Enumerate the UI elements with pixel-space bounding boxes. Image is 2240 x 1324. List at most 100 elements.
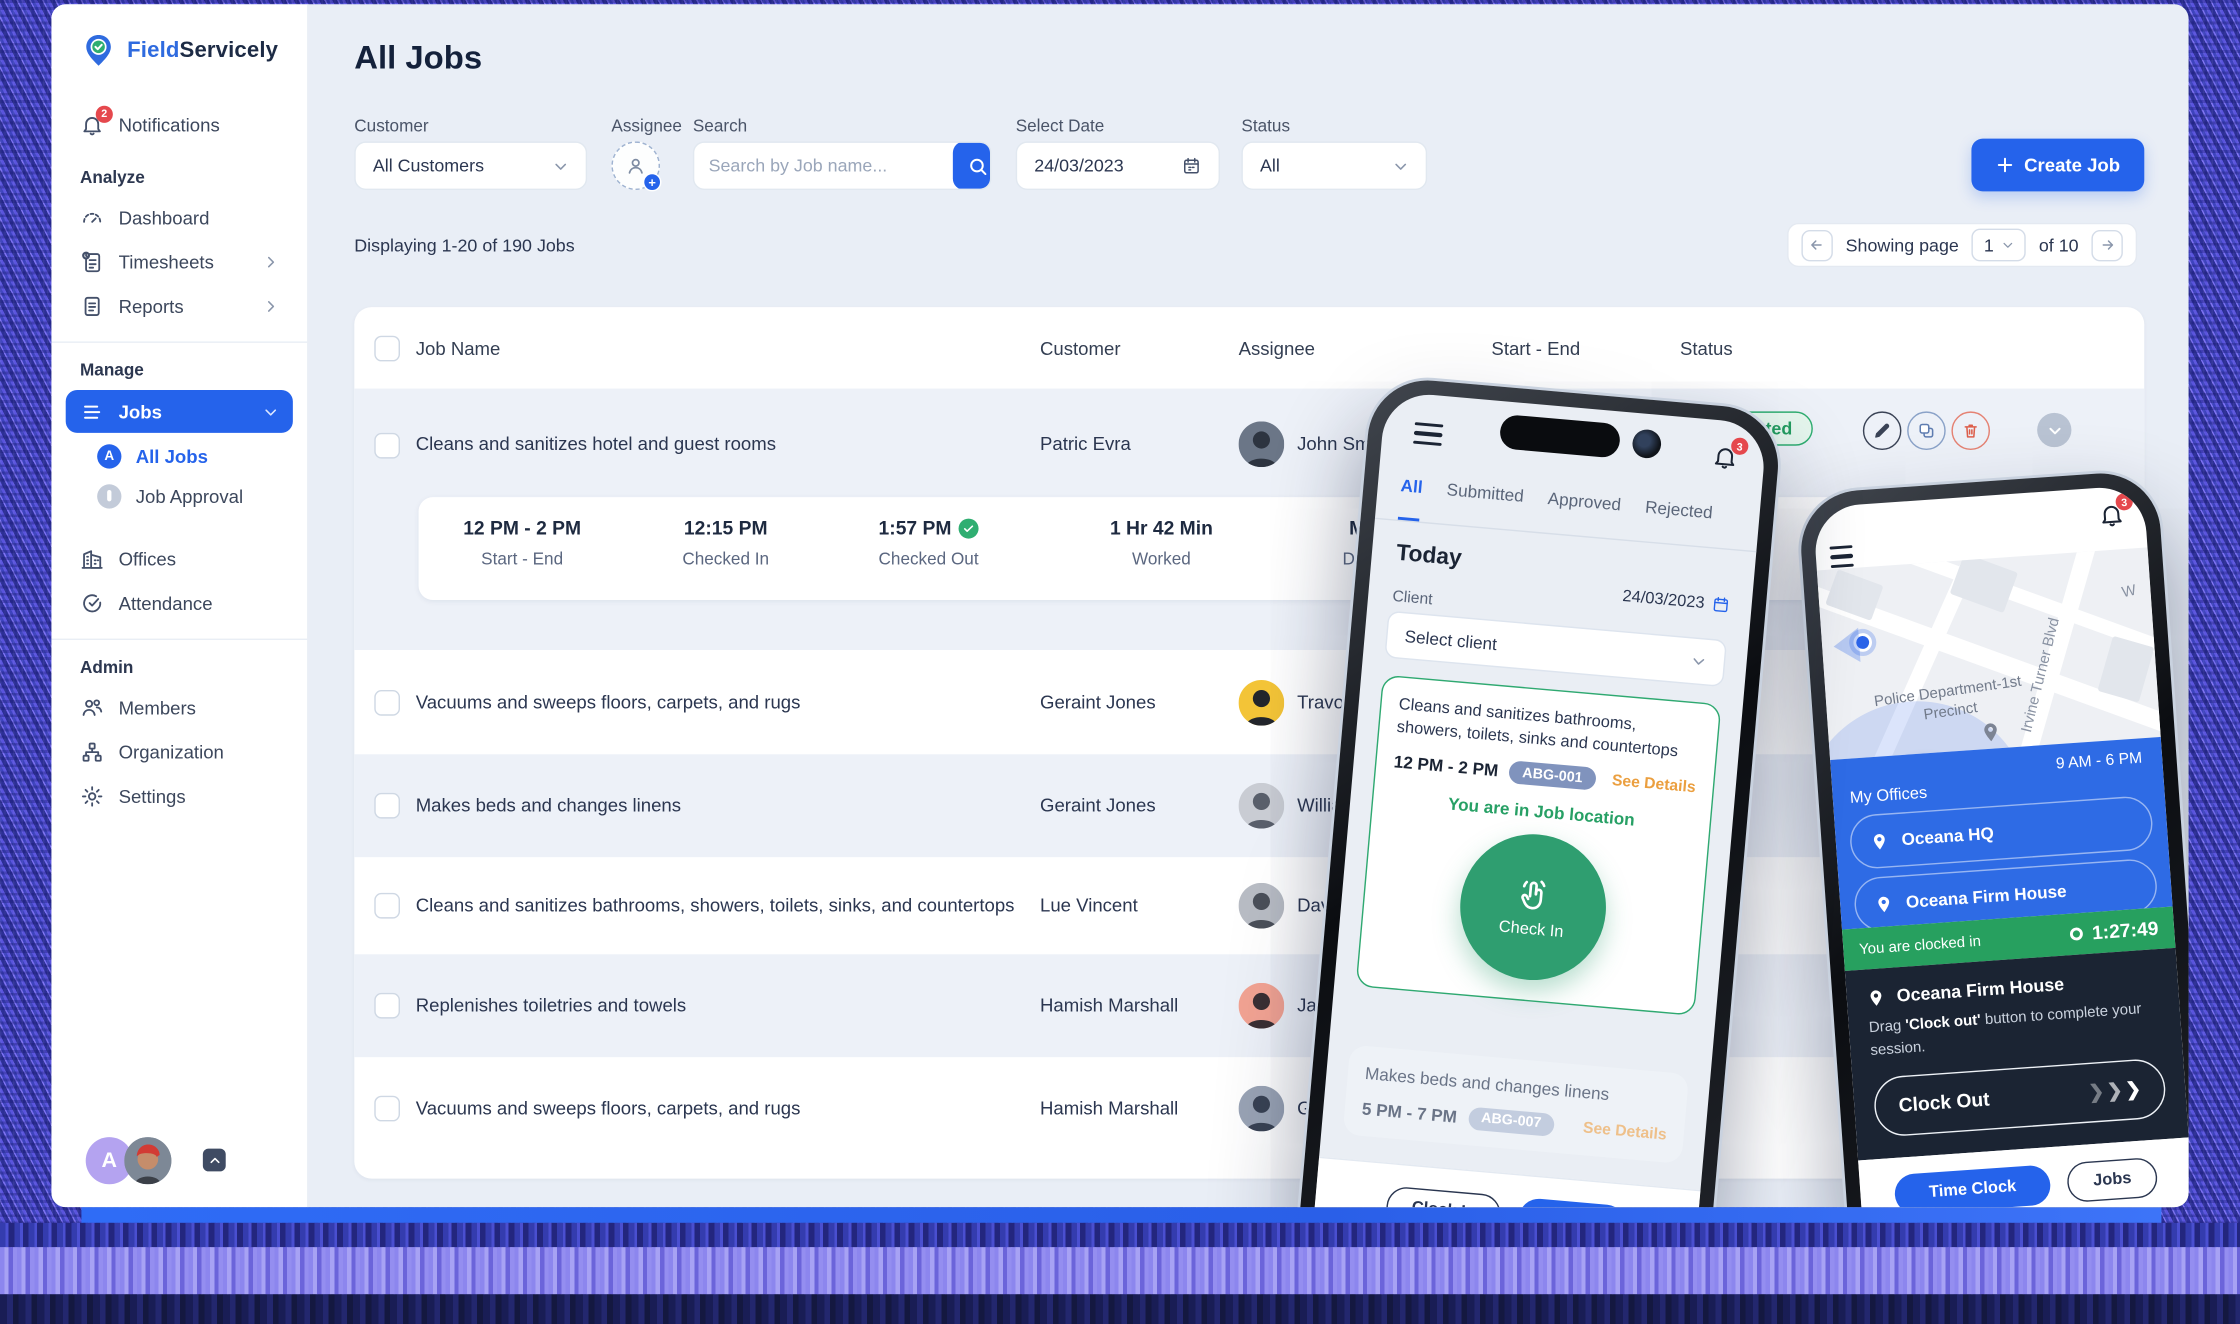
attendance-icon bbox=[80, 591, 104, 615]
job-code-badge: ABG-001 bbox=[1508, 760, 1597, 791]
avatar[interactable] bbox=[124, 1136, 172, 1184]
search-input[interactable] bbox=[694, 142, 953, 189]
customer-select[interactable]: All Customers bbox=[354, 141, 588, 190]
sidebar-item-settings[interactable]: Settings bbox=[66, 774, 293, 817]
pin-icon bbox=[1873, 833, 1885, 849]
sidebar-item-label: All Jobs bbox=[135, 444, 208, 467]
phone-bottom-bar: Clock In Jobs bbox=[1306, 1156, 1701, 1208]
sidebar-item-reports[interactable]: Reports bbox=[66, 284, 293, 327]
phone-notch bbox=[1498, 413, 1663, 462]
sidebar-item-attendance[interactable]: Attendance bbox=[66, 581, 293, 624]
results-summary: Displaying 1-20 of 190 Jobs bbox=[354, 235, 575, 256]
date-picker-value: 24/03/2023 bbox=[1034, 155, 1124, 176]
sidebar-item-dashboard[interactable]: Dashboard bbox=[66, 196, 293, 239]
tab-approved: Approved bbox=[1547, 488, 1622, 515]
row-checkbox[interactable] bbox=[374, 792, 400, 819]
collapse-row-button[interactable] bbox=[2037, 412, 2072, 448]
phone-clock-screen: 3 Police Department-1st Precinct Irvine … bbox=[1812, 484, 2189, 1208]
duplicate-button[interactable] bbox=[1907, 411, 1946, 450]
working-hours: 9 AM - 6 PM bbox=[2055, 749, 2143, 773]
drag-text: Drag bbox=[1868, 1016, 1907, 1037]
detail-label: Checked Out bbox=[878, 548, 979, 569]
status-filter-label: Status bbox=[1241, 115, 1291, 136]
today-heading: Today bbox=[1395, 541, 1463, 571]
phone-date-value: 24/03/2023 bbox=[1621, 587, 1706, 612]
row-checkbox[interactable] bbox=[374, 689, 400, 715]
sidebar-item-label: Attendance bbox=[118, 592, 213, 614]
row-checkbox[interactable] bbox=[374, 992, 400, 1019]
sidebar-item-organization[interactable]: Organization bbox=[66, 730, 293, 773]
column-header-start-end: Start - End bbox=[1491, 337, 1581, 359]
arrow-right-icon bbox=[2101, 240, 2113, 250]
column-header-job-name: Job Name bbox=[415, 337, 501, 359]
row-checkbox[interactable] bbox=[374, 1095, 400, 1122]
time-clock-button: Time Clock bbox=[1893, 1164, 2052, 1208]
tab-submitted: Submitted bbox=[1445, 479, 1525, 507]
row-checkbox[interactable] bbox=[374, 432, 400, 459]
page-number-value: 1 bbox=[1983, 234, 1994, 255]
assignee-filter-label: Assignee bbox=[611, 115, 682, 136]
pagination-total: of 10 bbox=[2038, 234, 2079, 255]
next-page-button[interactable] bbox=[2091, 229, 2123, 261]
copy-icon bbox=[1919, 423, 1934, 438]
assignee-filter-button[interactable]: + bbox=[611, 141, 662, 192]
status-select-value: All bbox=[1259, 155, 1280, 176]
jobs-button: Jobs bbox=[1517, 1197, 1628, 1208]
search-button[interactable] bbox=[952, 142, 990, 189]
menu-icon bbox=[1829, 545, 1854, 569]
my-offices-label: My Offices bbox=[1849, 784, 1928, 808]
calendar-icon bbox=[1713, 596, 1729, 613]
glitch-border-band-light bbox=[0, 1247, 2240, 1295]
delete-button[interactable] bbox=[1951, 411, 1990, 450]
glitch-border-strip bbox=[81, 1207, 2162, 1223]
create-job-button[interactable]: Create Job bbox=[1971, 138, 2145, 192]
sidebar-item-all-jobs[interactable]: A All Jobs bbox=[51, 436, 307, 476]
sidebar-item-jobs[interactable]: Jobs bbox=[65, 389, 293, 433]
page-number-select[interactable]: 1 bbox=[1971, 228, 2026, 262]
assignee-avatar bbox=[1238, 982, 1285, 1029]
check-in-label: Check In bbox=[1498, 918, 1565, 942]
customer-cell: Hamish Marshall bbox=[1039, 994, 1179, 1016]
map: Police Department-1st Precinct Irvine Tu… bbox=[1816, 547, 2161, 761]
select-all-checkbox[interactable] bbox=[374, 334, 400, 361]
bell-icon: 3 bbox=[2097, 492, 2134, 536]
sidebar-item-label: Reports bbox=[118, 294, 184, 317]
building-icon bbox=[80, 546, 104, 570]
search-label: Search bbox=[692, 115, 748, 136]
sidebar-item-members[interactable]: Members bbox=[66, 686, 293, 729]
sidebar-collapse-button[interactable] bbox=[202, 1148, 226, 1172]
offices-panel: 9 AM - 6 PM My Offices Oceana HQ Oceana … bbox=[1830, 736, 2173, 930]
sidebar-item-job-approval[interactable]: Job Approval bbox=[51, 476, 307, 516]
job-name-cell: Replenishes toiletries and towels bbox=[415, 994, 687, 1016]
status-select[interactable]: All bbox=[1241, 141, 1428, 190]
clock-out-drag-button: Clock Out ❯ ❯ ❯ bbox=[1872, 1056, 2168, 1138]
job-location-status: You are in Job location bbox=[1447, 793, 1636, 831]
client-select-placeholder: Select client bbox=[1403, 625, 1498, 654]
drag-instruction: Drag 'Clock out' button to complete your… bbox=[1868, 998, 2162, 1063]
sidebar-item-offices[interactable]: Offices bbox=[66, 537, 293, 580]
brand-pin-icon bbox=[80, 33, 117, 70]
bell-icon: 2 bbox=[80, 104, 113, 136]
previous-page-button[interactable] bbox=[1801, 229, 1833, 261]
table-row[interactable]: Vacuums and sweeps floors, carpets, and … bbox=[354, 650, 2144, 754]
sidebar-item-timesheets[interactable]: Timesheets bbox=[66, 240, 293, 283]
edit-button[interactable] bbox=[1862, 411, 1902, 450]
clock-out-panel: Oceana Firm House Drag 'Clock out' butto… bbox=[1844, 947, 2189, 1161]
date-picker[interactable]: 24/03/2023 bbox=[1015, 141, 1220, 190]
sidebar-item-notifications[interactable]: 2 Notifications bbox=[66, 103, 293, 146]
row-checkbox[interactable] bbox=[374, 892, 400, 919]
brand-logo: FieldServicely bbox=[51, 30, 307, 73]
pagination: Showing page 1 of 10 bbox=[1787, 222, 2138, 268]
jobs-button: Jobs bbox=[2066, 1156, 2159, 1204]
sidebar-item-label: Dashboard bbox=[118, 206, 210, 228]
map-pin-icon bbox=[1979, 721, 2002, 751]
clocked-in-label: You are clocked in bbox=[1858, 932, 1982, 958]
assignee-avatar bbox=[1238, 882, 1285, 929]
customer-filter-label: Customer bbox=[354, 115, 429, 136]
chevron-down-icon bbox=[553, 158, 569, 174]
sidebar: FieldServicely 2 Notifications Analyze D… bbox=[51, 4, 309, 1208]
divider bbox=[51, 638, 308, 640]
timer-dot-icon bbox=[2070, 927, 2084, 941]
dashboard-icon bbox=[80, 205, 104, 229]
chevron-right-icon bbox=[263, 298, 279, 314]
